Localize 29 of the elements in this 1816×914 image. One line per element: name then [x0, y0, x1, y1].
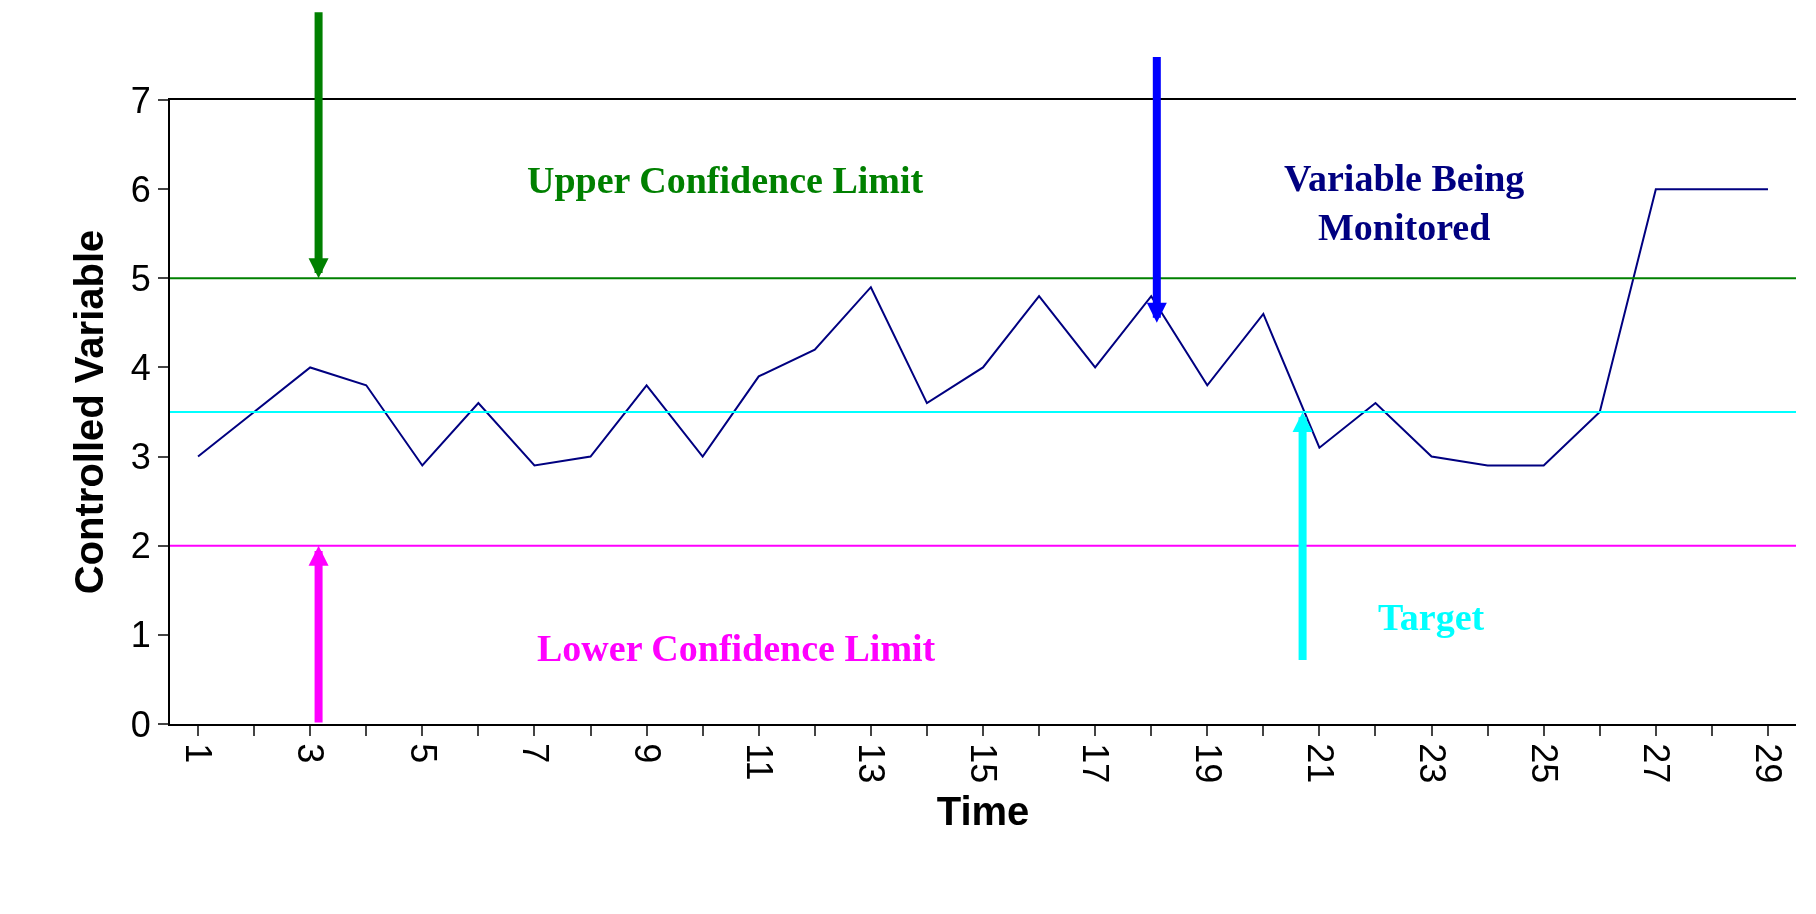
- x-tick-label: 1: [178, 743, 220, 764]
- x-tick-label: 5: [402, 743, 444, 764]
- x-tick-label: 13: [851, 743, 893, 784]
- y-tick-label: 4: [130, 347, 151, 389]
- x-tick-label: 23: [1411, 743, 1453, 784]
- y-tick-label: 0: [130, 703, 151, 745]
- x-tick-label: 29: [1748, 743, 1790, 784]
- x-axis-title: Time: [936, 789, 1030, 834]
- y-tick-label: 6: [130, 168, 151, 210]
- x-tick-label: 3: [290, 743, 332, 764]
- y-tick-label: 1: [130, 614, 151, 656]
- y-tick-label: 3: [130, 436, 151, 478]
- ref-line-label: Lower Confidence Limit: [537, 627, 936, 669]
- x-tick-label: 25: [1523, 743, 1565, 784]
- ref-line-label: Target: [1378, 596, 1485, 638]
- x-tick-label: 15: [963, 743, 1005, 784]
- series-label: Variable Being Monitored: [1284, 157, 1525, 249]
- x-tick-label: 9: [626, 743, 668, 764]
- x-tick-label: 19: [1187, 743, 1229, 784]
- ref-line-label: Upper Confidence Limit: [527, 159, 924, 201]
- x-tick-label: 21: [1299, 743, 1341, 784]
- y-tick-label: 5: [130, 257, 151, 299]
- y-axis-title: Controlled Variable: [66, 229, 111, 595]
- y-tick-label: 2: [130, 525, 151, 567]
- x-tick-label: 17: [1075, 743, 1117, 784]
- y-tick-label: 7: [130, 79, 151, 121]
- x-tick-label: 11: [739, 743, 781, 781]
- x-tick-label: 7: [514, 743, 556, 764]
- x-tick-label: 27: [1636, 743, 1678, 784]
